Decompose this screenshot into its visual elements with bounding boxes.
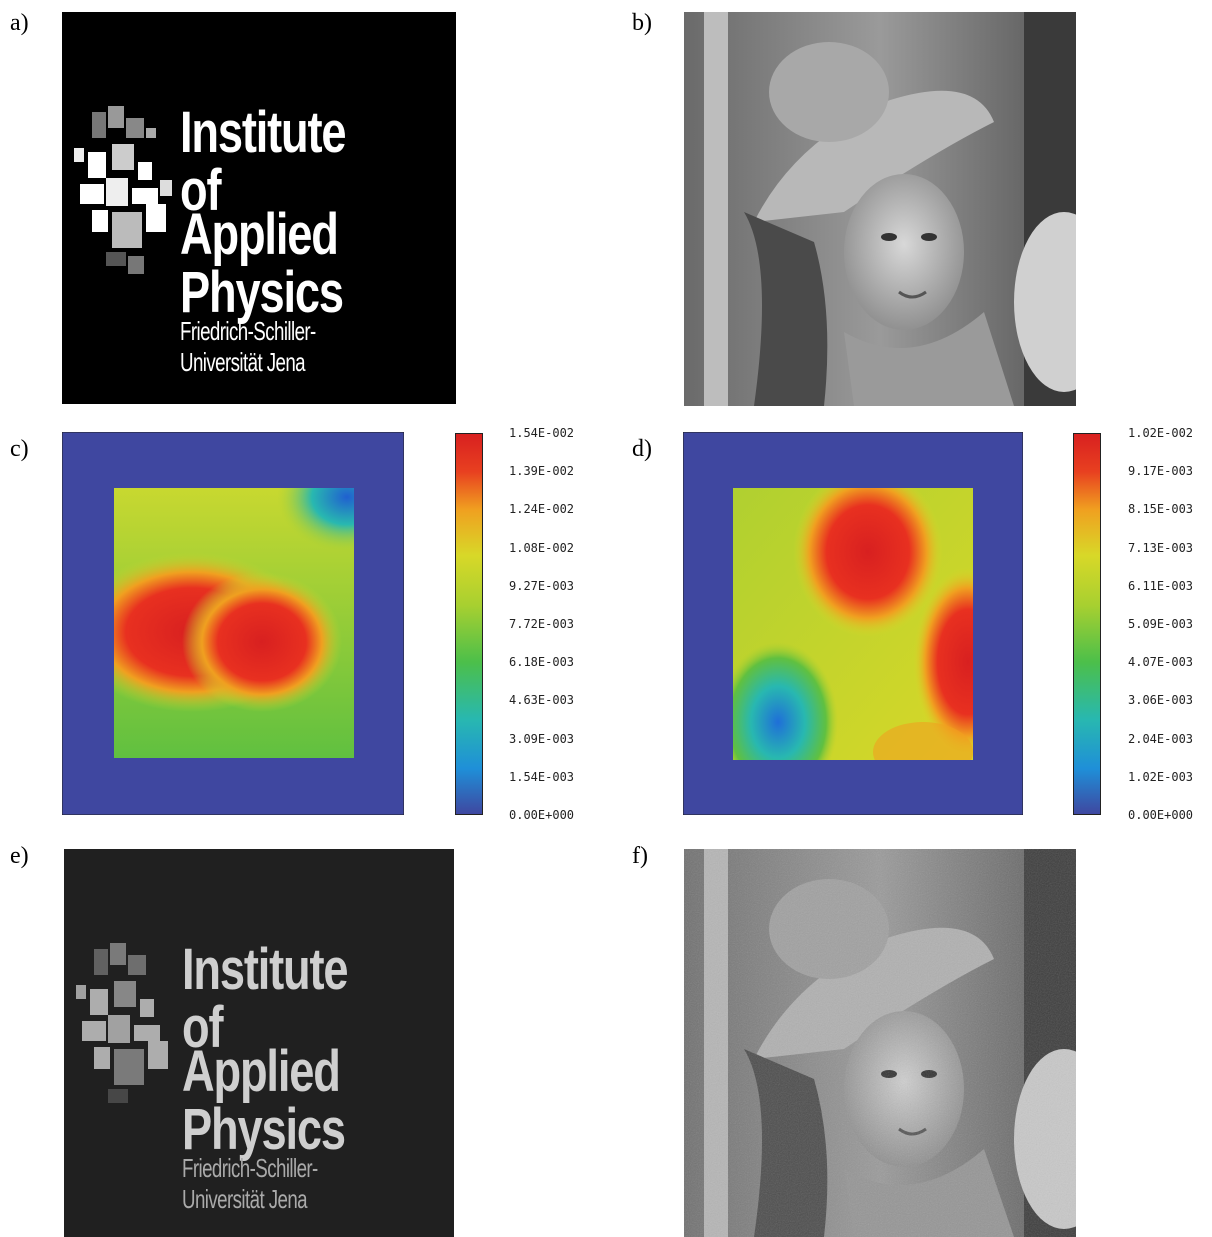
- error-map-portrait: [683, 432, 1023, 815]
- colorbar-d-tick-label: 1.02E-003: [1128, 769, 1194, 784]
- colorbar-d-tick-label: 9.17E-003: [1128, 464, 1194, 479]
- logo-image-original: Institute of Applied Physics Friedrich-S…: [62, 12, 456, 404]
- colorbar-c-graphic: [455, 433, 483, 815]
- panel-label-d: d): [632, 436, 652, 462]
- logo-subtitle-reconstructed: Friedrich-Schiller-Universität Jena: [182, 1153, 318, 1214]
- colorbar-c-tick-label: 3.09E-003: [509, 731, 575, 746]
- logo-mark-reconstructed: [76, 943, 168, 1103]
- panel-label-e: e): [10, 843, 29, 869]
- portrait-graphic-reconstructed: [684, 849, 1076, 1237]
- logo-title-line2: Applied Physics: [180, 202, 344, 325]
- colorbar-d-tick-label: 6.11E-003: [1128, 578, 1194, 593]
- colorbar-d-tick-label: 8.15E-003: [1128, 502, 1194, 517]
- colorbar-d-tick-label: 5.09E-003: [1128, 617, 1194, 631]
- panel-label-c: c): [10, 436, 29, 462]
- portrait-image-reconstructed: [684, 849, 1076, 1237]
- logo-subtitle: Friedrich-Schiller-Universität Jena: [180, 316, 316, 377]
- portrait-image-original: [684, 12, 1076, 406]
- panel-label-a: a): [10, 10, 29, 36]
- colorbar-c-tick-label: 1.54E-003: [509, 769, 575, 784]
- colorbar-c: [455, 433, 483, 815]
- colorbar-d-graphic: [1073, 433, 1101, 815]
- colorbar-c-tick-label: 0.00E+000: [509, 808, 575, 822]
- colorbar-c-tick-label: 1.24E-002: [509, 502, 575, 517]
- error-map-logo-graphic: [62, 432, 404, 815]
- error-map-logo: [62, 432, 404, 815]
- colorbar-d-tick-label: 1.02E-002: [1128, 426, 1194, 440]
- colorbar-d-tick-label: 7.13E-003: [1128, 540, 1194, 555]
- logo-image-reconstructed: Institute of Applied Physics Friedrich-S…: [64, 849, 454, 1237]
- logo-title-line1-reconstructed: Institute of: [182, 937, 349, 1060]
- colorbar-c-tick-label: 1.39E-002: [509, 464, 575, 479]
- colorbar-c-tick-label: 4.63E-003: [509, 693, 575, 708]
- error-map-portrait-graphic: [683, 432, 1023, 815]
- colorbar-d: [1073, 433, 1101, 815]
- colorbar-d-tick-label: 4.07E-003: [1128, 655, 1194, 670]
- colorbar-d-tick-label: 3.06E-003: [1128, 693, 1194, 708]
- logo-title-line2-reconstructed: Applied Physics: [182, 1039, 346, 1162]
- colorbar-c-tick-label: 1.54E-002: [509, 426, 575, 440]
- colorbar-c-tick-label: 1.08E-002: [509, 540, 575, 555]
- logo-mark: [74, 106, 172, 274]
- logo-title-line1: Institute of: [180, 100, 347, 223]
- portrait-graphic: [684, 12, 1076, 406]
- panel-label-f: f): [632, 843, 648, 869]
- colorbar-c-tick-label: 7.72E-003: [509, 617, 575, 631]
- panel-label-b: b): [632, 10, 652, 36]
- colorbar-c-tick-label: 9.27E-003: [509, 578, 575, 593]
- colorbar-d-tick-label: 0.00E+000: [1128, 808, 1194, 822]
- colorbar-c-tick-label: 6.18E-003: [509, 655, 575, 670]
- colorbar-d-tick-label: 2.04E-003: [1128, 731, 1194, 746]
